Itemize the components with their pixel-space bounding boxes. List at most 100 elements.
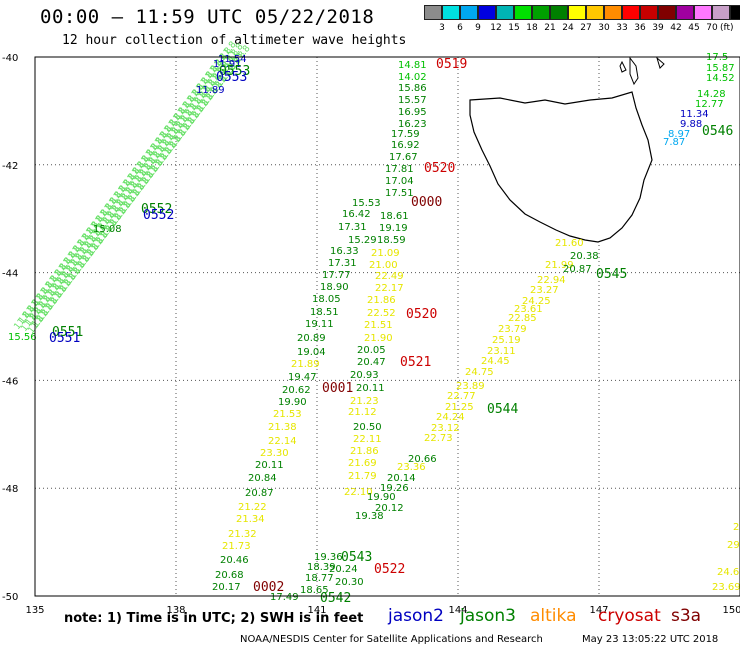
wave-reading: 20.11 (255, 460, 284, 471)
legend-item-altika: altika (530, 606, 577, 626)
wave-reading: 17.77 (322, 270, 351, 281)
orbit-label: 0546 (702, 124, 733, 139)
color-scale-labels: 3 6 9 12 15 18 21 24 27 30 33 36 39 42 45 70 (424, 23, 721, 33)
color-swatch (496, 5, 514, 20)
wave-reading: 19.36 (314, 552, 343, 563)
color-swatch (586, 5, 604, 20)
orbit-label: 0520 (424, 161, 455, 176)
wave-reading: 20.87 (563, 264, 592, 275)
wave-reading: 9.88 (680, 119, 702, 130)
wave-reading: 21.00 (369, 260, 398, 271)
color-scale-label: 70 (706, 23, 718, 33)
wave-reading: 23.69 (712, 582, 740, 593)
orbit-label: 0553 (219, 64, 250, 79)
map-grid (35, 57, 740, 596)
wave-reading: 20.62 (282, 385, 311, 396)
color-swatch (424, 5, 442, 20)
color-swatch (532, 5, 550, 20)
wave-reading: 23.61 (514, 304, 543, 315)
wave-reading: 21.09 (371, 248, 400, 259)
lon-tick-label: 144 (448, 605, 467, 616)
color-scale-bar (424, 5, 740, 20)
color-swatch (640, 5, 658, 20)
wave-reading: 11.54 (218, 54, 247, 65)
wave-reading: 16.23 (398, 119, 427, 130)
wave-reading: 19.38 (355, 511, 384, 522)
color-swatch (460, 5, 478, 20)
color-swatch (442, 5, 460, 20)
orbit-label: 0519 (436, 57, 467, 72)
legend-item-jason3: jason3 (460, 606, 516, 626)
wave-reading: 17.59 (391, 129, 420, 140)
lat-tick-label: -48 (2, 484, 18, 495)
color-scale-label: 12 (490, 23, 502, 33)
wave-reading: 27 (733, 522, 740, 533)
color-scale-label: 33 (616, 23, 628, 33)
wave-reading: 20.38 (570, 251, 599, 262)
wave-reading: 21.90 (364, 333, 393, 344)
color-scale-label: 15 (508, 23, 520, 33)
wave-reading: 21.38 (268, 422, 297, 433)
wave-reading: 16.33 (330, 246, 359, 257)
wave-reading: 22.52 (367, 308, 396, 319)
color-swatch (568, 5, 586, 20)
orbit-label: 0551 (49, 331, 80, 346)
wave-reading: 24.75 (465, 367, 494, 378)
wave-reading: 17.31 (338, 222, 367, 233)
lat-tick-label: -44 (2, 269, 18, 280)
wave-reading: 23.11 (487, 346, 516, 357)
map-axes: 135 138 141 144 147 150 -40 -42 -44 -46 -48 -50 (2, 53, 740, 616)
wave-reading: 24.45 (481, 356, 510, 367)
wave-reading: 15.57 (398, 95, 427, 106)
color-scale-label: 9 (475, 23, 481, 33)
wave-reading: 14.52 (706, 73, 735, 84)
legend-item-jason2: jason2 (388, 606, 444, 626)
wave-reading: 21.34 (236, 514, 265, 525)
wave-reading: 21.86 (367, 295, 396, 306)
color-scale-label: 18 (526, 23, 538, 33)
wave-reading: 18.59 (377, 235, 406, 246)
lat-tick-label: -42 (2, 161, 18, 172)
tasmania-coastline (469, 91, 653, 243)
legend-item-cryosat: cryosat (598, 606, 661, 626)
orbit-label: 0544 (487, 402, 518, 417)
orbit-label: 0521 (400, 355, 431, 370)
wave-reading: 17.31 (328, 258, 357, 269)
wave-reading: 18.90 (320, 282, 349, 293)
orbit-label: 0002 (253, 580, 284, 595)
wave-reading: 20.11 (356, 383, 385, 394)
wave-reading: 22.11 (353, 434, 382, 445)
wave-reading: 11.89 (196, 85, 225, 96)
wave-reading: 21.12 (348, 407, 377, 418)
wave-reading: 19.90 (367, 492, 396, 503)
wave-reading: 18.39 (307, 562, 336, 573)
color-scale-label: 3 (439, 23, 445, 33)
orbit-label: 0522 (374, 562, 405, 577)
footer-credit: NOAA/NESDIS Center for Satellite Applica… (240, 634, 543, 645)
wave-reading: 20.24 (329, 564, 358, 575)
map-frame (34, 56, 740, 597)
wave-reading: 19.90 (278, 397, 307, 408)
color-scale-label: 36 (634, 23, 646, 33)
wave-reading: 11.91 (213, 59, 242, 70)
wave-reading: 22.10 (344, 487, 373, 498)
wave-reading: 15.53 (352, 198, 381, 209)
legend-item-s3a: s3a (671, 606, 702, 626)
wave-reading: 14.28 (697, 89, 726, 100)
wave-reading: 7.87 (663, 137, 685, 148)
color-swatch (478, 5, 496, 20)
lon-tick-label: 141 (307, 605, 326, 616)
wave-reading: 15.87 (706, 63, 735, 74)
color-scale-label: 30 (598, 23, 610, 33)
color-swatch (658, 5, 676, 20)
wave-reading: 21.86 (350, 446, 379, 457)
footer-timestamp: May 23 13:05:22 UTC 2018 (582, 634, 719, 645)
wave-reading: 15.56 (8, 332, 37, 343)
wave-reading: 23.89 (456, 381, 485, 392)
wave-reading: 22.14 (268, 436, 297, 447)
wave-reading: 20.30 (335, 577, 364, 588)
wave-reading: 25.19 (492, 335, 521, 346)
lat-tick-label: -46 (2, 376, 18, 387)
wave-reading: 23.36 (397, 462, 426, 473)
